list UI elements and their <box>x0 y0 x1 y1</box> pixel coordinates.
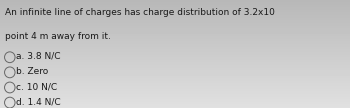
Text: c. 10 N/C: c. 10 N/C <box>16 82 57 91</box>
Text: d. 1.4 N/C: d. 1.4 N/C <box>16 97 61 106</box>
Text: a. 3.8 N/C: a. 3.8 N/C <box>16 52 61 61</box>
Text: b. Zero: b. Zero <box>16 67 48 76</box>
Text: point 4 m away from it.: point 4 m away from it. <box>5 32 111 41</box>
Text: An infinite line of charges has charge distribution of 3.2x10: An infinite line of charges has charge d… <box>5 8 275 17</box>
